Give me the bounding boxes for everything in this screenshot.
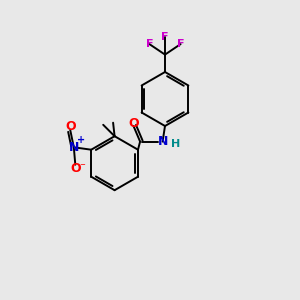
Text: H: H: [171, 139, 180, 149]
Text: O: O: [128, 117, 139, 130]
Text: ⁻: ⁻: [79, 162, 85, 172]
Text: O: O: [70, 162, 81, 175]
Text: N: N: [69, 141, 79, 154]
Text: F: F: [177, 39, 184, 49]
Text: N: N: [158, 135, 168, 148]
Text: O: O: [65, 120, 76, 134]
Text: F: F: [161, 32, 169, 42]
Text: +: +: [77, 135, 85, 146]
Text: F: F: [146, 39, 153, 49]
